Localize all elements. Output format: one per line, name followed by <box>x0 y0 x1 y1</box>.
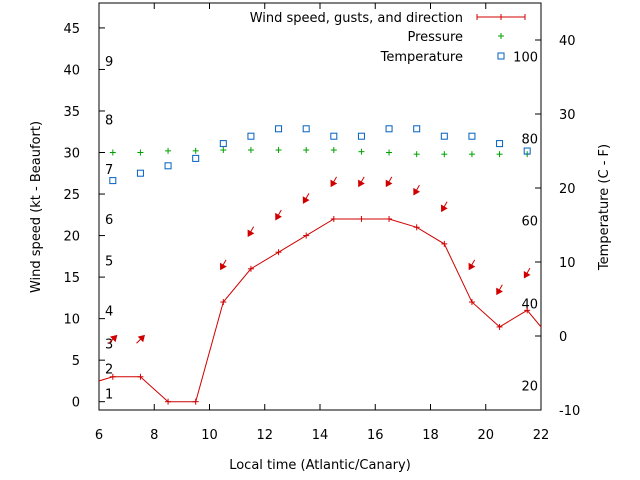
wind-arrow <box>275 209 282 221</box>
wind-arrow <box>108 334 118 344</box>
temperature-point <box>523 147 531 155</box>
wind-arrow <box>440 201 448 213</box>
y-tick-label-right: 10 <box>559 256 576 271</box>
wind-arrow-head <box>413 187 421 196</box>
x-tick-label: 18 <box>422 428 439 443</box>
wind-arrow-head <box>330 179 338 188</box>
temperature-point <box>302 125 310 133</box>
y-tick-label-left: 15 <box>63 271 80 286</box>
temperature-point <box>192 154 200 162</box>
legend: Wind speed, gusts, and direction Pressur… <box>250 11 526 65</box>
beaufort-label: 4 <box>105 304 113 319</box>
wind-arrow <box>302 193 310 204</box>
wind-arrow <box>496 284 503 296</box>
wind-arrow-head <box>358 179 365 188</box>
y-tick-label-left: 40 <box>63 63 80 78</box>
temperature-point <box>247 132 255 140</box>
beaufort-label: 5 <box>105 254 113 269</box>
x-tick-label: 12 <box>256 428 273 443</box>
wind-arrow <box>385 176 393 188</box>
y-tick-label-left: 30 <box>63 147 80 162</box>
x-axis-label: Local time (Atlantic/Canary) <box>229 458 411 473</box>
legend-sample-temperature <box>497 52 505 60</box>
x-tick-label: 10 <box>201 428 218 443</box>
y-tick-label-left: 35 <box>63 105 80 120</box>
y-tick-label-right: 40 <box>559 34 576 49</box>
legend-label-wind: Wind speed, gusts, and direction <box>250 11 463 26</box>
beaufort-label: 8 <box>105 113 113 128</box>
wind-arrow-head <box>385 179 393 188</box>
temperature-point <box>357 132 365 140</box>
y-axis-label-right: Temperature (C - F) <box>597 144 612 271</box>
temperature-point <box>330 132 338 140</box>
wind-arrow <box>219 259 227 271</box>
x-tick-label: 20 <box>477 428 494 443</box>
beaufort-label: 6 <box>105 213 113 228</box>
temperature-point <box>136 169 144 177</box>
y-tick-label-left: 0 <box>72 396 80 411</box>
fahrenheit-label: 100 <box>513 50 538 65</box>
wind-arrow <box>136 334 145 344</box>
fahrenheit-label: 60 <box>521 215 538 230</box>
wind-arrow-head <box>137 334 145 343</box>
wind-arrow <box>330 176 338 188</box>
temperature-point <box>219 140 227 148</box>
chart-marks <box>99 125 541 405</box>
scale-labels: 1 2 3 4 5 6 7 8 9 20 40 60 80 100 <box>105 50 538 402</box>
wind-series <box>99 215 541 405</box>
wind-arrow-head <box>523 271 531 279</box>
wind-arrow-head <box>247 229 255 238</box>
wind-arrow-head <box>468 262 476 271</box>
x-tick-label: 14 <box>312 428 329 443</box>
temperature-point <box>164 162 172 170</box>
wind-arrow <box>523 267 531 279</box>
x-tick-label: 8 <box>150 428 158 443</box>
wind-arrow <box>247 226 255 238</box>
temperature-point <box>275 125 283 133</box>
temperature-point <box>468 132 476 140</box>
y-tick-label-left: 5 <box>72 354 80 369</box>
wind-arrow <box>413 184 421 196</box>
wind-arrow-head <box>496 287 503 296</box>
wind-arrow <box>358 176 365 188</box>
wind-arrow-head <box>275 212 282 221</box>
temperature-point <box>385 125 393 133</box>
beaufort-label: 2 <box>105 362 113 377</box>
legend-label-temperature: Temperature <box>380 50 463 65</box>
y-tick-label-right: 0 <box>559 330 567 345</box>
x-tick-label: 6 <box>95 428 103 443</box>
beaufort-label: 3 <box>105 338 113 353</box>
tick-labels: 6 8 10 12 14 16 18 20 22051015202530354045-10010… <box>63 22 580 443</box>
x-tick-label: 22 <box>533 428 550 443</box>
temperature-point <box>413 125 421 133</box>
y-axis-label-left: Wind speed (kt - Beaufort) <box>29 121 44 293</box>
fahrenheit-label: 80 <box>521 132 538 147</box>
y-tick-label-left: 25 <box>63 188 80 203</box>
fahrenheit-label: 20 <box>521 380 538 395</box>
temperature-point <box>109 177 117 185</box>
beaufort-label: 9 <box>105 55 113 70</box>
y-tick-label-left: 20 <box>63 230 80 245</box>
wind-arrow-head <box>110 334 118 343</box>
y-tick-label-left: 45 <box>63 22 80 37</box>
wind-arrow-head <box>219 262 227 271</box>
temperature-point <box>496 140 504 148</box>
y-tick-label-right: 30 <box>559 108 576 123</box>
wind-line <box>99 218 541 403</box>
wind-arrow-head <box>440 204 448 213</box>
axis-ticks <box>98 3 542 411</box>
wind-arrow-head <box>302 196 310 204</box>
fahrenheit-label: 40 <box>521 297 538 312</box>
plot-frame <box>98 2 542 411</box>
x-tick-label: 16 <box>367 428 384 443</box>
wind-arrow <box>468 259 476 271</box>
beaufort-label: 7 <box>105 163 113 178</box>
beaufort-label: 1 <box>105 387 113 402</box>
temperature-point <box>440 132 448 140</box>
y-tick-label-left: 10 <box>63 313 80 328</box>
y-tick-label-right: -10 <box>559 404 580 419</box>
legend-label-pressure: Pressure <box>407 30 463 45</box>
y-tick-label-right: 20 <box>559 182 576 197</box>
